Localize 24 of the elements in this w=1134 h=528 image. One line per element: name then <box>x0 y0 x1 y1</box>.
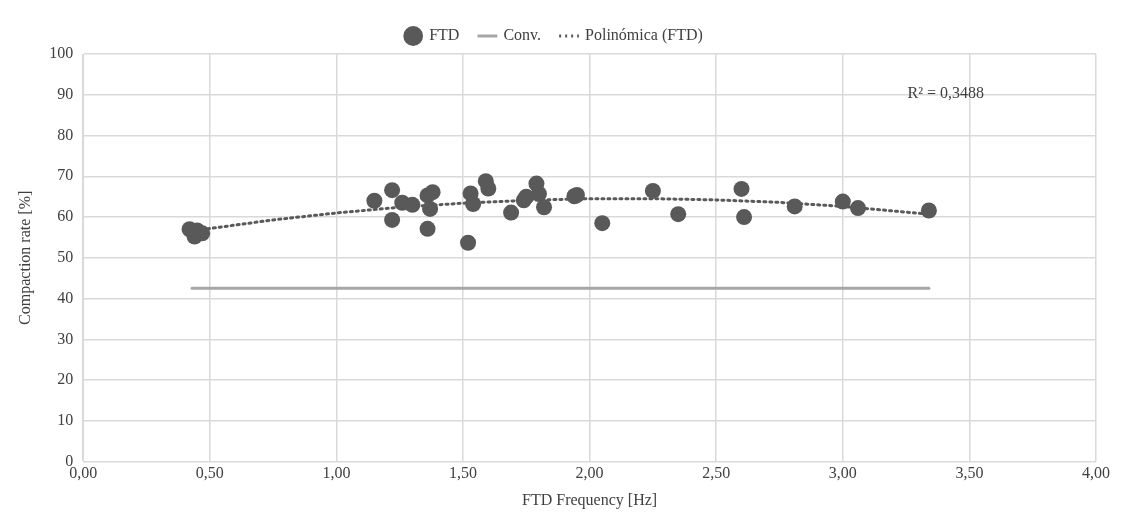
y-axis-title: Compaction rate [%] <box>15 190 34 325</box>
y-tick-label: 10 <box>57 411 74 429</box>
x-axis-title: FTD Frequency [Hz] <box>522 490 658 509</box>
annotation: R² = 0,3488 <box>907 84 984 102</box>
x-tick-label: 1,50 <box>449 464 477 482</box>
legend-label: FTD <box>429 26 460 44</box>
x-tick-label: 2,00 <box>575 464 604 482</box>
x-tick-label: 2,50 <box>702 464 731 482</box>
y-tick-label: 30 <box>57 329 74 347</box>
y-tick-label: 90 <box>57 84 74 102</box>
x-tick-label: 0,50 <box>195 464 224 482</box>
x-tick-label: 4,00 <box>1082 464 1110 482</box>
x-tick-label: 1,00 <box>322 464 351 482</box>
y-tick-label: 20 <box>57 370 74 388</box>
y-tick-label: 100 <box>49 44 74 62</box>
x-tick-label: 3,00 <box>828 464 857 482</box>
legend-label: Conv. <box>503 26 542 44</box>
x-tick-label: 3,50 <box>955 464 984 482</box>
y-tick-label: 40 <box>57 288 74 306</box>
y-tick-label: 70 <box>57 166 74 184</box>
y-tick-label: 60 <box>57 207 74 225</box>
y-tick-label: 80 <box>57 125 74 143</box>
legend-label: Polinómica (FTD) <box>585 26 703 45</box>
y-tick-label: 50 <box>57 248 74 265</box>
